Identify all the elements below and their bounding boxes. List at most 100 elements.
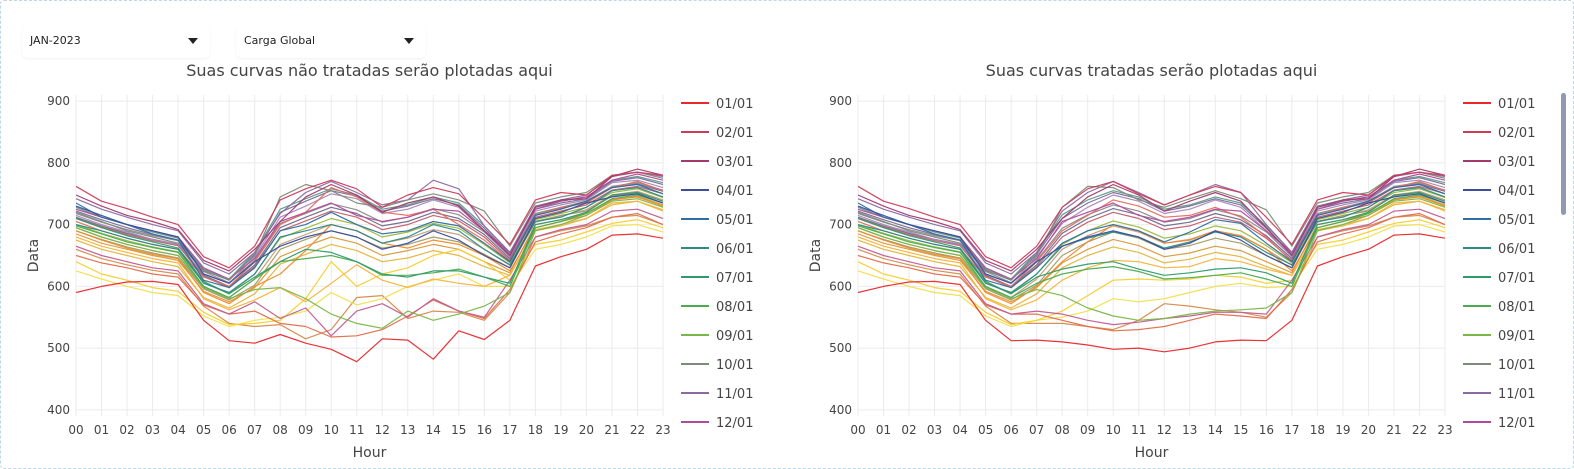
legend-entry-07-01[interactable]: 07/01 <box>716 271 753 286</box>
legend-entry-08-01[interactable]: 08/01 <box>1498 300 1535 315</box>
legend-entry-04-01[interactable]: 04/01 <box>1498 184 1535 199</box>
legend-entry-09-01[interactable]: 09/01 <box>1498 329 1535 344</box>
series-lines <box>858 168 1445 353</box>
x-tick-label: 05 <box>978 423 993 437</box>
legend-entry-06-01[interactable]: 06/01 <box>716 242 753 257</box>
series-line-25-01 <box>858 185 1445 289</box>
chart-title: Suas curvas tratadas serão plotadas aqui <box>986 61 1318 80</box>
legend-entry-11-01[interactable]: 11/01 <box>1498 387 1535 402</box>
month-dropdown-value: JAN-2023 <box>30 34 81 47</box>
x-tick-label: 22 <box>1412 423 1427 437</box>
legend-scrollbar[interactable] <box>1561 93 1566 215</box>
legend-entry-12-01[interactable]: 12/01 <box>716 416 753 431</box>
month-dropdown[interactable]: JAN-2023 <box>22 24 210 58</box>
legend-entry-10-01[interactable]: 10/01 <box>716 358 753 373</box>
load-type-dropdown-value: Carga Global <box>244 34 316 47</box>
series-line-01-01 <box>858 233 1445 353</box>
y-tick-label: 500 <box>47 341 70 355</box>
series-line-04-01 <box>76 193 663 284</box>
series-line-21-01 <box>76 179 663 284</box>
series-line-14-01 <box>76 212 663 338</box>
x-tick-label: 04 <box>170 423 185 437</box>
chevron-down-icon[interactable] <box>404 38 414 44</box>
x-tick-label: 08 <box>1055 423 1070 437</box>
x-tick-label: 15 <box>451 423 466 437</box>
legend-entry-10-01[interactable]: 10/01 <box>1498 358 1535 373</box>
series-line-17-01 <box>76 219 663 326</box>
x-tick-label: 21 <box>604 423 619 437</box>
x-tick-label: 09 <box>1080 423 1095 437</box>
load-type-dropdown[interactable]: Carga Global <box>236 24 426 58</box>
x-tick-label: 13 <box>400 423 415 437</box>
x-tick-label: 04 <box>952 423 967 437</box>
x-tick-label: 18 <box>1310 423 1325 437</box>
x-tick-label: 00 <box>850 423 865 437</box>
x-tick-label: 02 <box>901 423 916 437</box>
y-tick-label: 600 <box>47 279 70 293</box>
series-lines <box>76 168 663 363</box>
legend-entry-05-01[interactable]: 05/01 <box>1498 213 1535 228</box>
legend-entry-01-01[interactable]: 01/01 <box>1498 97 1535 112</box>
series-line-18-01 <box>76 224 663 328</box>
series-line-03-01 <box>858 168 1445 272</box>
x-tick-label: 09 <box>298 423 313 437</box>
legend-entry-03-01[interactable]: 03/01 <box>1498 155 1535 170</box>
x-tick-label: 00 <box>68 423 83 437</box>
x-tick-label: 16 <box>1259 423 1274 437</box>
legend-entry-06-01[interactable]: 06/01 <box>1498 242 1535 257</box>
y-tick-label: 700 <box>829 218 852 232</box>
legend-entry-09-01[interactable]: 09/01 <box>716 329 753 344</box>
x-tick-label: 06 <box>221 423 236 437</box>
x-tick-label: 20 <box>579 423 594 437</box>
x-axis-label: Hour <box>353 445 387 461</box>
x-tick-label: 01 <box>876 423 891 437</box>
untreated-curves-chart: Suas curvas não tratadas serão plotadas … <box>26 61 753 461</box>
series-line-04-01 <box>858 193 1445 284</box>
series-line-05-01 <box>76 183 663 289</box>
series-line-07-01 <box>858 191 1445 295</box>
y-axis-label: Data <box>808 239 824 272</box>
chevron-down-icon[interactable] <box>188 38 198 44</box>
series-line-08-01 <box>858 194 1445 299</box>
legend-entry-03-01[interactable]: 03/01 <box>716 155 753 170</box>
series-line-16-01 <box>858 200 1445 311</box>
series-line-07-01 <box>76 191 663 295</box>
x-tick-label: 03 <box>145 423 160 437</box>
series-line-03-01 <box>76 168 663 272</box>
legend-entry-07-01[interactable]: 07/01 <box>1498 271 1535 286</box>
legend-entry-05-01[interactable]: 05/01 <box>716 213 753 228</box>
series-line-09-01 <box>858 198 1445 321</box>
legend[interactable]: 01/01 02/01 03/01 04/01 05/01 06/01 07/01 08/01… <box>681 97 753 431</box>
series-line-01-01 <box>76 233 663 363</box>
x-tick-label: 02 <box>119 423 134 437</box>
x-tick-label: 13 <box>1182 423 1197 437</box>
series-line-19-01 <box>858 214 1445 331</box>
series-line-13-01 <box>76 208 663 337</box>
x-tick-label: 18 <box>528 423 543 437</box>
treated-curves-chart: Suas curvas tratadas serão plotadas aqui… <box>808 61 1566 461</box>
y-tick-label: 800 <box>47 156 70 170</box>
series-line-21-01 <box>858 179 1445 284</box>
legend-entry-11-01[interactable]: 11/01 <box>716 387 753 402</box>
legend-entry-12-01[interactable]: 12/01 <box>1498 416 1535 431</box>
y-axis-label: Data <box>26 239 42 272</box>
legend-entry-02-01[interactable]: 02/01 <box>1498 126 1535 141</box>
legend[interactable]: 01/01 02/01 03/01 04/01 05/01 06/01 07/01 08/01… <box>1463 97 1535 431</box>
series-line-18-01 <box>858 224 1445 328</box>
x-tick-label: 05 <box>196 423 211 437</box>
series-line-13-01 <box>858 208 1445 326</box>
x-tick-label: 11 <box>349 423 364 437</box>
x-tick-label: 12 <box>1157 423 1172 437</box>
legend-entry-08-01[interactable]: 08/01 <box>716 300 753 315</box>
x-tick-label: 12 <box>375 423 390 437</box>
chart-title: Suas curvas não tratadas serão plotadas … <box>186 61 553 80</box>
y-tick-label: 400 <box>829 403 852 417</box>
legend-entry-04-01[interactable]: 04/01 <box>716 184 753 199</box>
series-line-02-01 <box>858 171 1445 269</box>
legend-entry-01-01[interactable]: 01/01 <box>716 97 753 112</box>
y-tick-label: 500 <box>829 341 852 355</box>
x-tick-label: 07 <box>247 423 262 437</box>
x-tick-label: 08 <box>273 423 288 437</box>
legend-entry-02-01[interactable]: 02/01 <box>716 126 753 141</box>
series-line-05-01 <box>858 183 1445 289</box>
